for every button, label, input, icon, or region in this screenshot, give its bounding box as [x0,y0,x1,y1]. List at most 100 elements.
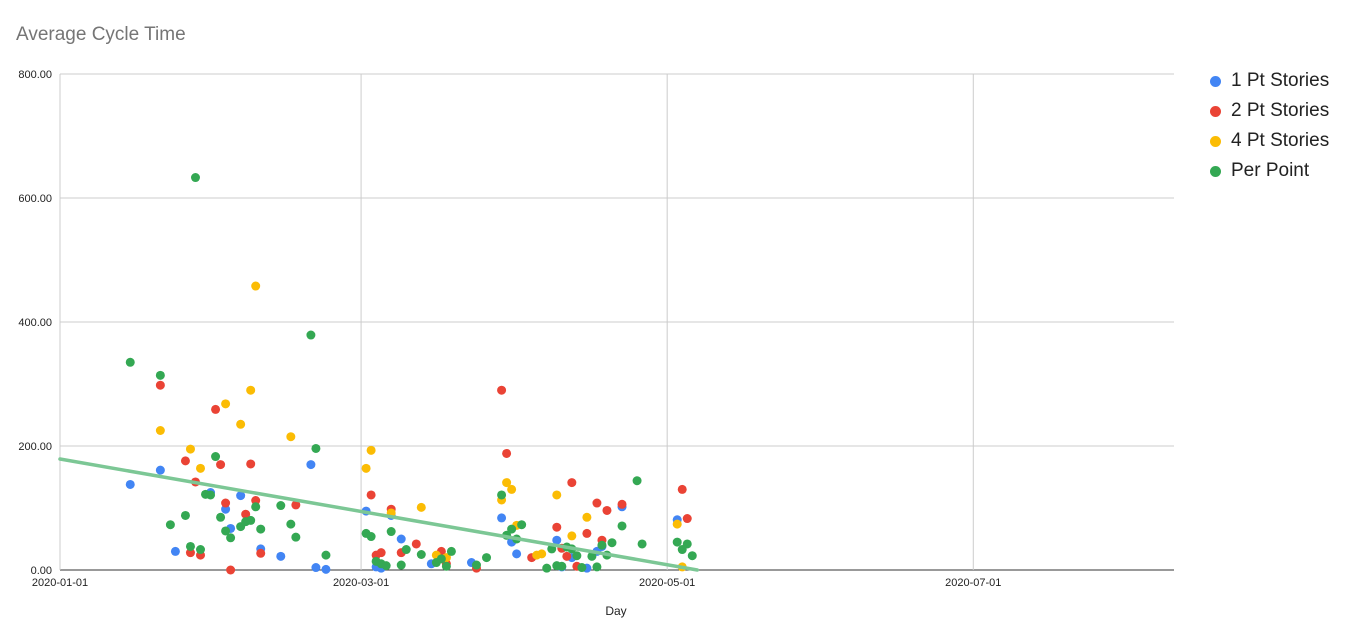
data-point [607,538,617,548]
data-point [125,479,135,489]
data-point [125,357,135,367]
data-points [125,173,697,575]
data-point [321,550,331,560]
data-point [291,532,301,542]
legend-item: 4 Pt Stories [1210,126,1329,156]
data-point [256,548,266,558]
data-point [507,524,517,534]
data-point [236,491,246,501]
data-point [180,510,190,520]
data-point [497,385,507,395]
legend-label: 4 Pt Stories [1231,130,1330,151]
grid-lines [59,73,1174,571]
data-point [276,501,286,511]
data-point [286,432,296,442]
data-point [306,330,316,340]
data-point [617,521,627,531]
data-point [542,563,552,573]
data-point [216,512,226,522]
data-point [497,513,507,523]
data-point [567,478,577,488]
legend-item: 1 Pt Stories [1210,66,1329,96]
data-point [246,385,256,395]
data-point [206,490,216,500]
x-tick-label: 2020-01-01 [32,577,88,589]
data-point [155,370,165,380]
legend-swatch [1210,135,1221,147]
data-point [567,531,577,541]
data-point [286,519,296,529]
legend-swatch [1210,75,1221,87]
data-point [552,490,562,500]
legend-label: Per Point [1231,160,1310,181]
data-point [246,515,256,525]
data-point [256,524,266,534]
data-point [226,533,236,543]
data-point [306,460,316,470]
legend: 1 Pt Stories 2 Pt Stories 4 Pt Stories Per … [1210,66,1329,186]
y-tick-label: 400.00 [18,317,52,329]
data-point [577,563,587,573]
data-point [170,546,180,556]
data-point [155,380,165,390]
legend-swatch [1210,105,1221,117]
data-point [502,478,512,488]
data-point [251,496,261,506]
data-point [221,504,231,514]
legend-item: 2 Pt Stories [1210,96,1329,126]
data-point [221,399,231,409]
data-point [482,553,492,563]
data-point [602,505,612,515]
data-point [311,563,321,573]
data-point [366,490,376,500]
data-point [592,498,602,508]
data-point [221,498,231,508]
trendline-layer [58,457,700,572]
data-point [190,173,200,183]
data-point [185,548,195,558]
data-point [572,551,582,561]
data-point [401,545,411,555]
x-tick-label: 2020-07-01 [945,577,1001,589]
data-point [411,539,421,549]
data-point [291,500,301,510]
data-point [241,509,251,519]
data-point [582,528,592,538]
data-point [216,460,226,470]
data-point [386,527,396,537]
data-point [396,560,406,570]
data-point [251,502,261,512]
data-point [587,551,597,561]
data-point [637,539,647,549]
data-point [165,520,175,530]
data-point [592,562,602,572]
data-point [537,549,547,559]
data-point [682,539,692,549]
data-point [582,512,592,522]
data-point [416,502,426,512]
trendline [58,457,700,572]
data-point [155,426,165,435]
legend-item: Per Point [1210,156,1329,186]
x-tick-label: 2020-05-01 [639,577,695,589]
data-point [211,404,221,414]
y-tick-label: 200.00 [18,441,52,453]
y-tick-label: 600.00 [18,193,52,205]
data-point [180,456,190,466]
data-point [396,534,406,544]
data-point [436,554,446,564]
data-point [617,499,627,509]
data-point [416,550,426,559]
data-point [236,419,246,429]
data-point [471,560,481,570]
data-point [381,561,391,571]
data-point [497,490,507,500]
data-point [502,448,512,458]
data-point [597,540,607,550]
x-axis-title: Day [605,604,627,618]
data-point [366,532,376,542]
data-point [185,541,195,551]
data-point [366,445,376,455]
data-point [196,463,206,473]
